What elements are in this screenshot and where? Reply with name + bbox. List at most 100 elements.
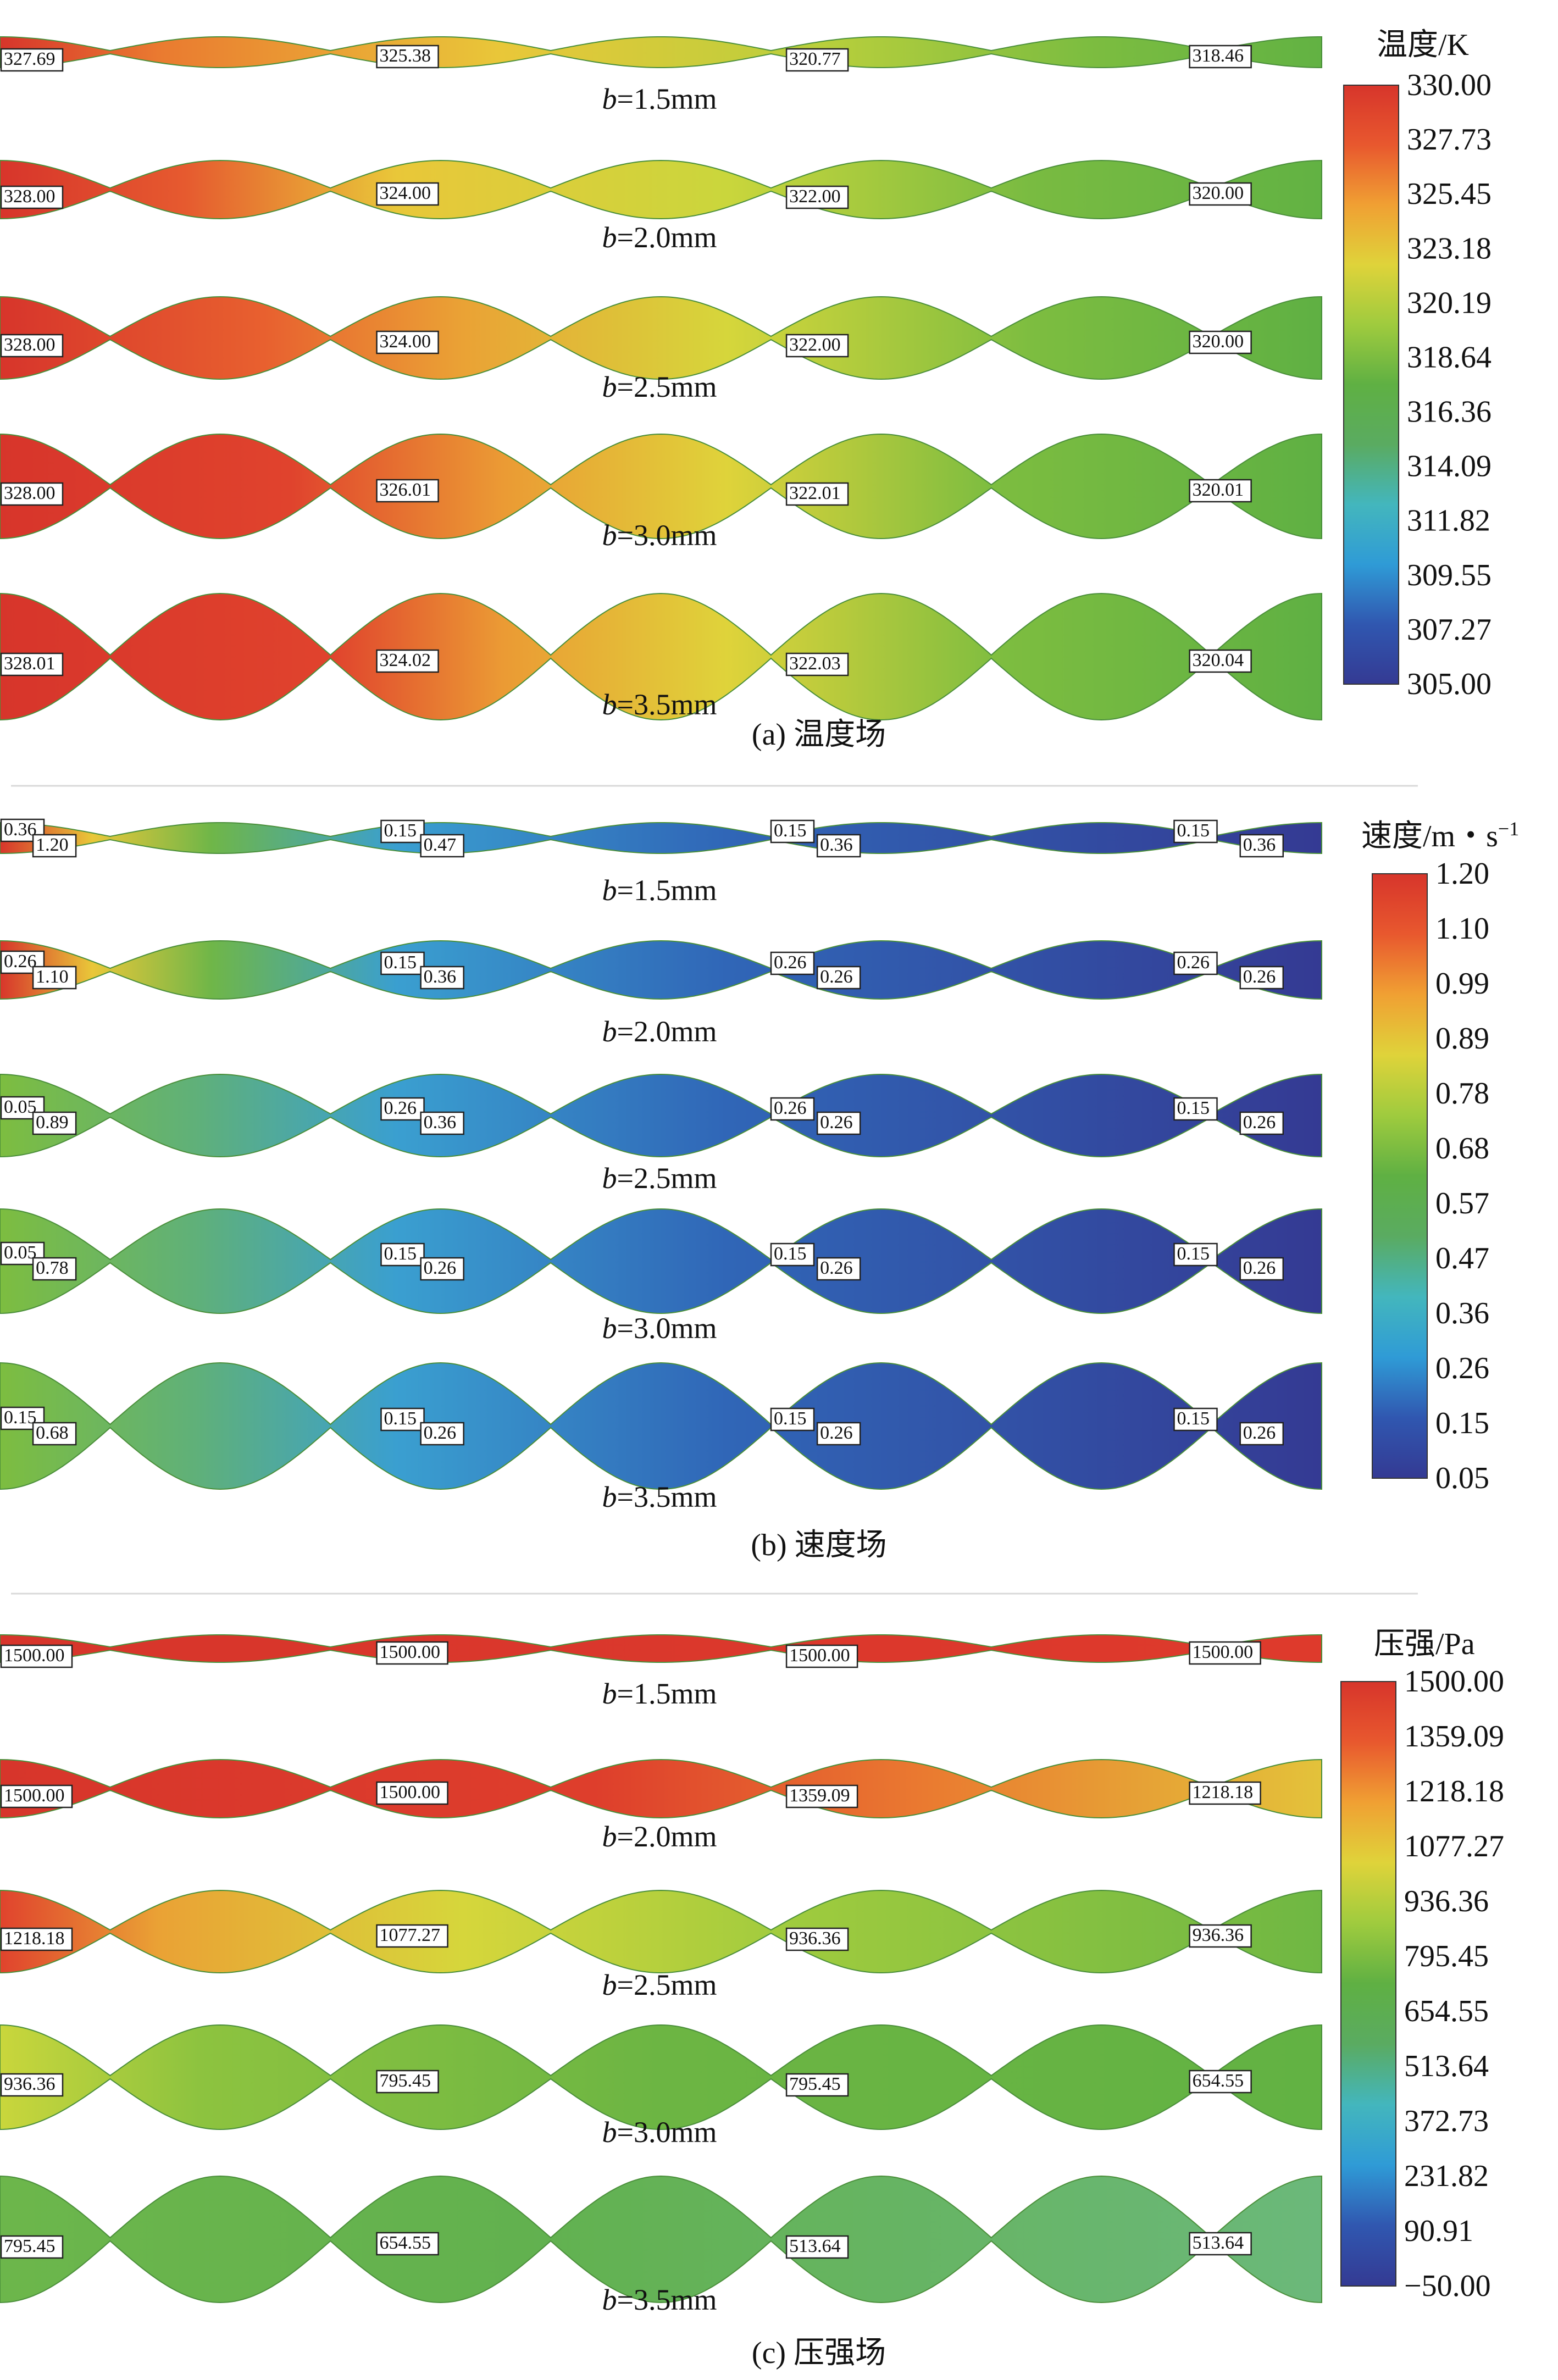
value-tag-text: 0.26 (820, 1423, 853, 1443)
temperature-row-0: 327.69 325.38 320.77 318.46 b=1.5mm (0, 36, 1322, 115)
value-tag-text: 0.89 (36, 1112, 69, 1133)
colorbar-scale (1372, 873, 1428, 1479)
value-tag: 0.15 (770, 1242, 815, 1267)
value-tag-text: 513.64 (789, 2236, 841, 2256)
velocity-row-0: 0.361.200.150.470.150.360.150.36b=1.5mm (0, 818, 1322, 907)
value-tag-text: 1359.09 (789, 1785, 850, 1806)
colorbar-title: 压强/Pa (1374, 1627, 1475, 1661)
value-tag: 322.03 (785, 652, 849, 676)
temperature-colorbar: 温度/K 330.00 327.73 325.45 323.18 320.19 318.64… (1343, 28, 1492, 701)
row-label: b=2.5mm (602, 1968, 717, 2001)
colorbar-tick-label: 1500.00 (1404, 1665, 1504, 1699)
value-tag: 0.26 (816, 966, 861, 990)
value-tag: 0.15 (380, 951, 425, 975)
value-tag-text: 0.15 (1177, 1244, 1210, 1264)
value-tag-text: 322.00 (789, 335, 841, 355)
value-tag-text: 0.26 (1243, 1112, 1276, 1133)
channel-contour (0, 433, 1322, 540)
value-tag: 1218.18 (1189, 1781, 1261, 1805)
value-tag: 795.45 (785, 2073, 849, 2097)
value-tag: 320.04 (1189, 649, 1252, 673)
velocity-caption: (b) 速度场 (751, 1528, 886, 1562)
value-tag-text: 0.26 (774, 952, 807, 973)
value-tag: 0.15 (1173, 1407, 1218, 1432)
value-tag: 1500.00 (376, 1781, 448, 1805)
colorbar-tick-label: 0.36 (1435, 1296, 1489, 1330)
value-tag-text: 320.00 (1193, 331, 1244, 352)
value-tag: 0.15 (1173, 1242, 1218, 1267)
value-tag: 322.00 (785, 334, 849, 358)
value-tag-text: 0.15 (774, 820, 807, 841)
colorbar-tick-label: 314.09 (1407, 450, 1492, 484)
value-tag: 324.00 (376, 330, 439, 354)
channel-contour (0, 2024, 1322, 2131)
value-tag-text: 0.15 (384, 1244, 417, 1264)
value-tag-text: 0.47 (424, 835, 457, 855)
value-tag-text: 0.26 (4, 951, 37, 972)
value-tag: 1500.00 (376, 1641, 448, 1665)
colorbar-tick-label: 513.64 (1404, 2049, 1489, 2083)
value-tag: 0.78 (32, 1257, 77, 1281)
colorbar-tick-label: 0.89 (1435, 1022, 1489, 1056)
value-tag: 0.36 (420, 1111, 464, 1135)
temperature-row-4: 328.01 324.02 322.03 320.04 b=3.5mm (0, 592, 1322, 721)
value-tag-text: 0.26 (774, 1098, 807, 1118)
channel-contour (0, 1362, 1322, 1490)
value-tag-text: 320.04 (1193, 650, 1244, 670)
value-tag-text: 318.46 (1193, 46, 1244, 66)
value-tag: 1500.00 (785, 1644, 858, 1668)
value-tag: 0.15 (770, 1407, 815, 1432)
value-tag-text: 0.26 (1243, 1258, 1276, 1278)
channel-contour (0, 1208, 1322, 1314)
value-tag-text: 320.01 (1193, 480, 1244, 500)
colorbar-tick-label: −50.00 (1404, 2269, 1491, 2303)
value-tag-text: 322.03 (789, 653, 841, 674)
colorbar-tick-label: 1359.09 (1404, 1719, 1504, 1754)
value-tag: 1218.18 (0, 1927, 73, 1951)
value-tag: 0.26 (1239, 1422, 1284, 1446)
colorbar-tick-label: 323.18 (1407, 231, 1492, 265)
temperature-caption: (a) 温度场 (752, 718, 886, 752)
colorbar-tick-label: 90.91 (1404, 2214, 1473, 2248)
velocity-row-2: 0.050.89 0.26 0.36 0.26 0.26 0.15 0.26 b=2.5mm (0, 1073, 1322, 1195)
colorbar-tick-label: 307.27 (1407, 613, 1492, 647)
value-tag-text: 0.36 (820, 835, 853, 855)
velocity-panel: 0.361.200.150.470.150.360.150.36b=1.5mm0… (0, 818, 1519, 1595)
value-tag: 0.36 (0, 818, 45, 842)
value-tag-text: 0.15 (774, 1244, 807, 1264)
row-label: b=1.5mm (602, 874, 717, 907)
colorbar-tick-label: 0.99 (1435, 967, 1489, 1001)
value-tag-text: 1.20 (36, 835, 69, 855)
value-tag-text: 0.26 (424, 1258, 457, 1278)
value-tag: 325.38 (376, 45, 439, 69)
value-tag: 320.00 (1189, 330, 1252, 354)
colorbar-tick-label: 325.45 (1407, 177, 1492, 211)
value-tag-text: 654.55 (380, 2233, 431, 2253)
value-tag: 326.01 (376, 479, 439, 503)
value-tag-text: 0.15 (384, 820, 417, 841)
value-tag-text: 0.26 (1243, 967, 1276, 987)
colorbar-tick-label: 936.36 (1404, 1884, 1489, 1918)
value-tag: 0.26 (816, 1111, 861, 1135)
channel-contour (0, 1889, 1322, 1974)
velocity-row-4: 0.150.680.150.260.150.260.150.26b=3.5mm (0, 1362, 1322, 1513)
value-tag: 936.36 (785, 1927, 849, 1951)
value-tag-text: 328.00 (4, 186, 56, 207)
value-tag: 0.15 (380, 819, 425, 844)
value-tag-text: 0.05 (4, 1097, 37, 1117)
value-tag-text: 328.00 (4, 335, 56, 355)
value-tag: 0.36 (420, 966, 464, 990)
colorbar-tick-label: 0.57 (1435, 1186, 1489, 1220)
value-tag-text: 0.26 (820, 967, 853, 987)
value-tag: 0.15 (380, 1407, 425, 1432)
value-tag-text: 1.10 (36, 967, 69, 987)
value-tag: 0.26 (1173, 951, 1218, 975)
value-tag-text: 1218.18 (4, 1928, 65, 1949)
colorbar-tick-label: 0.68 (1435, 1131, 1489, 1166)
colorbar-title: 速度/m・s−1 (1361, 818, 1519, 853)
temperature-row-2: 328.00 324.00 322.00 320.00 b=2.5mm (0, 296, 1322, 403)
value-tag: 513.64 (785, 2235, 849, 2259)
row-label: b=2.0mm (602, 1820, 717, 1853)
value-tag: 1.20 (32, 834, 77, 858)
